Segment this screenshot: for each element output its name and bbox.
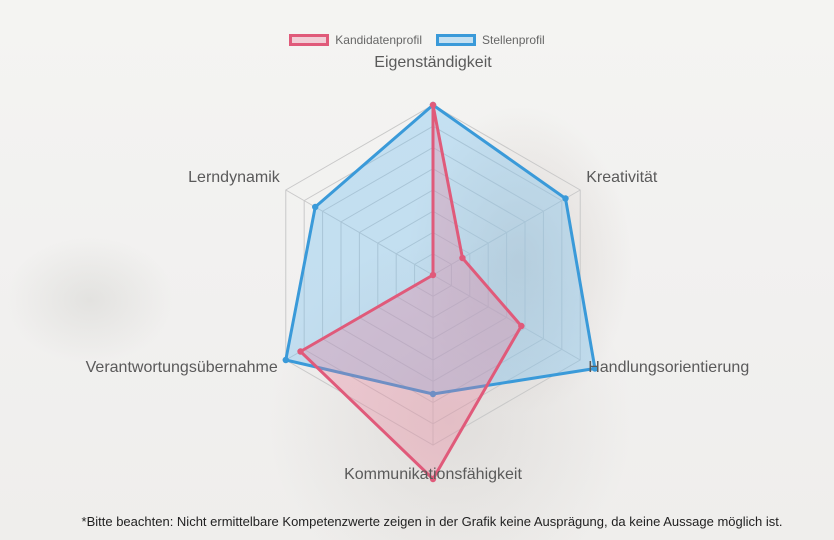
legend-label-job: Stellenprofil [482,33,545,47]
axis-label: Kreativität [586,169,658,186]
legend-item-candidate[interactable]: Kandidatenprofil [289,33,422,47]
legend-label-candidate: Kandidatenprofil [335,33,423,47]
data-point-candidate [429,475,437,483]
grid-spoke [432,274,581,361]
data-point-candidate [297,348,304,355]
data-point-job [282,356,289,364]
axis-label: Verantwortungsübernahme [86,359,278,376]
grid-spoke [285,189,434,276]
data-point-job [562,195,569,202]
data-point-job [591,365,599,372]
legend-item-job[interactable]: Stellenprofil [436,33,545,47]
legend-swatch-candidate [289,34,330,46]
axis-label: Eigenständigkeit [374,54,492,71]
data-point-candidate [518,322,525,330]
grid-spoke [432,189,581,276]
axis-label: Lerndynamik [188,169,281,186]
chart-legend: Kandidatenprofil Stellenprofil [0,33,834,47]
axis-label: Handlungsorientierung [588,359,749,376]
data-point-candidate [429,101,437,109]
data-point-candidate [429,271,437,279]
axis-label: Kommunikationsfähigkeit [344,466,522,483]
data-point-candidate [459,254,466,262]
footnote: *Bitte beachten: Nicht ermittelbare Komp… [81,514,783,529]
legend-swatch-job [436,34,477,46]
data-point-job [312,203,319,211]
data-point-job [429,390,437,398]
